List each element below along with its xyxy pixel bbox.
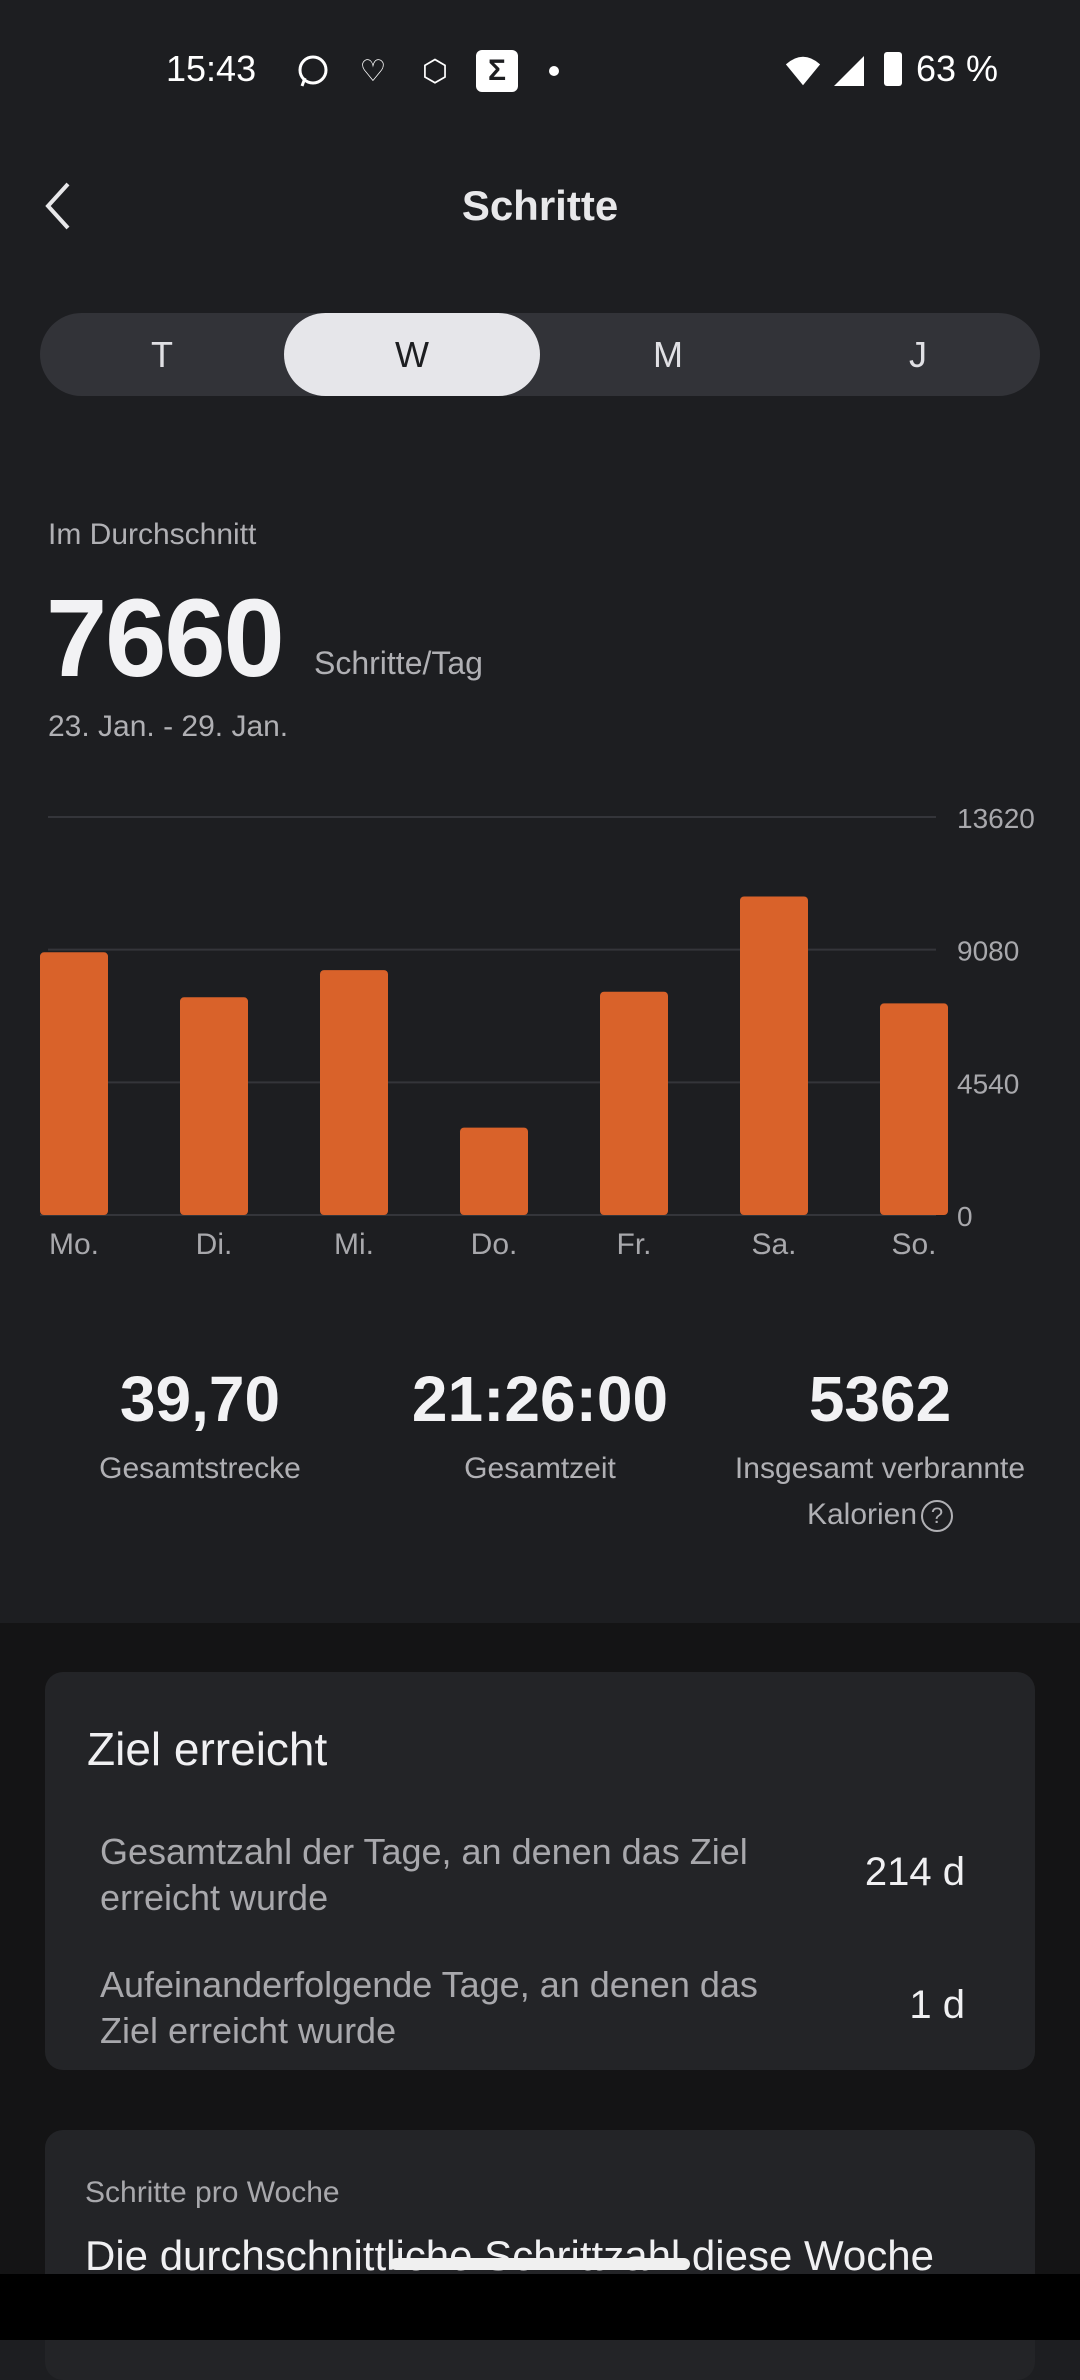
- average-unit: Schritte/Tag: [314, 645, 483, 681]
- goal-streak-label: Aufeinanderfolgende Tage, an denen das Z…: [100, 1964, 758, 2051]
- x-tick-label: Mi.: [334, 1228, 374, 1261]
- weekly-card[interactable]: Schritte pro Woche Die durchschnittliche…: [45, 2130, 1035, 2380]
- battery-percent: 63 %: [916, 48, 999, 89]
- date-range: 23. Jan. - 29. Jan.: [48, 710, 289, 743]
- help-icon[interactable]: ?: [921, 1500, 954, 1533]
- stat-value: 39,70: [119, 1363, 281, 1435]
- whatsapp-icon: [294, 52, 332, 90]
- stat-label: Gesamtstrecke: [99, 1452, 301, 1485]
- bar-di[interactable]: [180, 997, 248, 1215]
- hexagon-icon: ⬡: [421, 54, 449, 88]
- y-tick-label: 4540: [957, 1068, 1019, 1099]
- goal-streak-value: 1 d: [909, 1983, 965, 2027]
- tab-day[interactable]: T: [151, 333, 173, 375]
- stat-distance: 39,70 Gesamtstrecke: [30, 1362, 370, 1492]
- tab-year[interactable]: J: [909, 333, 927, 375]
- stat-time: 21:26:00 Gesamtzeit: [370, 1362, 710, 1492]
- average-label: Im Durchschnitt: [48, 518, 257, 551]
- period-selector: T W M J: [40, 313, 1040, 396]
- stat-value: 21:26:00: [411, 1363, 669, 1435]
- weekly-card-subtitle: Schritte pro Woche: [85, 2176, 340, 2209]
- dot-icon: [549, 66, 559, 76]
- bar-fr[interactable]: [600, 991, 668, 1215]
- bar-do[interactable]: [460, 1127, 528, 1215]
- stat-label: Insgesamt verbrannte Kalorien: [734, 1452, 1026, 1531]
- weekly-card-heading: Die durchschnittliche Schrittzahl diese …: [85, 2232, 934, 2279]
- bar-sa[interactable]: [740, 896, 808, 1215]
- goal-total-label: Gesamtzahl der Tage, an denen das Ziel e…: [100, 1831, 748, 1918]
- stat-calories: 5362 Insgesamt verbrannte Kalorien?: [710, 1362, 1050, 1538]
- wifi-icon: [784, 52, 822, 90]
- x-tick-label: Mo.: [49, 1228, 99, 1261]
- status-bar: 15:43 ♡ ⬡ Σ 63 %: [0, 46, 1080, 96]
- navigation-bar: [0, 2274, 1080, 2340]
- average-value: 7660: [46, 577, 285, 700]
- x-tick-label: Fr.: [617, 1228, 652, 1261]
- bar-mo[interactable]: [40, 952, 108, 1215]
- page-title: Schritte: [461, 182, 619, 229]
- stat-value: 5362: [808, 1363, 952, 1435]
- heart-icon: ♡: [359, 54, 387, 88]
- steps-bar-chart: 0 4540 9080 13620 Mo. Di. Mi. Do. Fr. Sa. So.: [40, 803, 1035, 1261]
- bar-mi[interactable]: [320, 970, 388, 1215]
- goal-total-value: 214 d: [864, 1850, 965, 1894]
- home-indicator[interactable]: [390, 2258, 690, 2270]
- tab-month[interactable]: M: [653, 333, 683, 375]
- battery-icon: [884, 52, 902, 86]
- status-time: 15:43: [166, 48, 257, 89]
- x-tick-label: Sa.: [751, 1228, 796, 1261]
- y-tick-label: 13620: [957, 803, 1035, 834]
- goal-card-title: Ziel erreicht: [87, 1723, 328, 1775]
- stat-label: Gesamtzeit: [464, 1452, 616, 1485]
- y-tick-label: 9080: [957, 936, 1019, 967]
- sigma-icon: Σ: [476, 50, 518, 92]
- x-tick-label: Di.: [196, 1228, 233, 1261]
- bar-so[interactable]: [880, 1003, 948, 1215]
- x-tick-label: Do.: [471, 1228, 518, 1261]
- back-button[interactable]: [40, 178, 80, 234]
- goal-card: Ziel erreicht Gesamtzahl der Tage, an de…: [45, 1672, 1035, 2070]
- tab-week[interactable]: W: [284, 313, 540, 396]
- y-tick-label: 0: [957, 1201, 973, 1232]
- signal-icon: [830, 52, 868, 90]
- x-tick-label: So.: [891, 1228, 936, 1261]
